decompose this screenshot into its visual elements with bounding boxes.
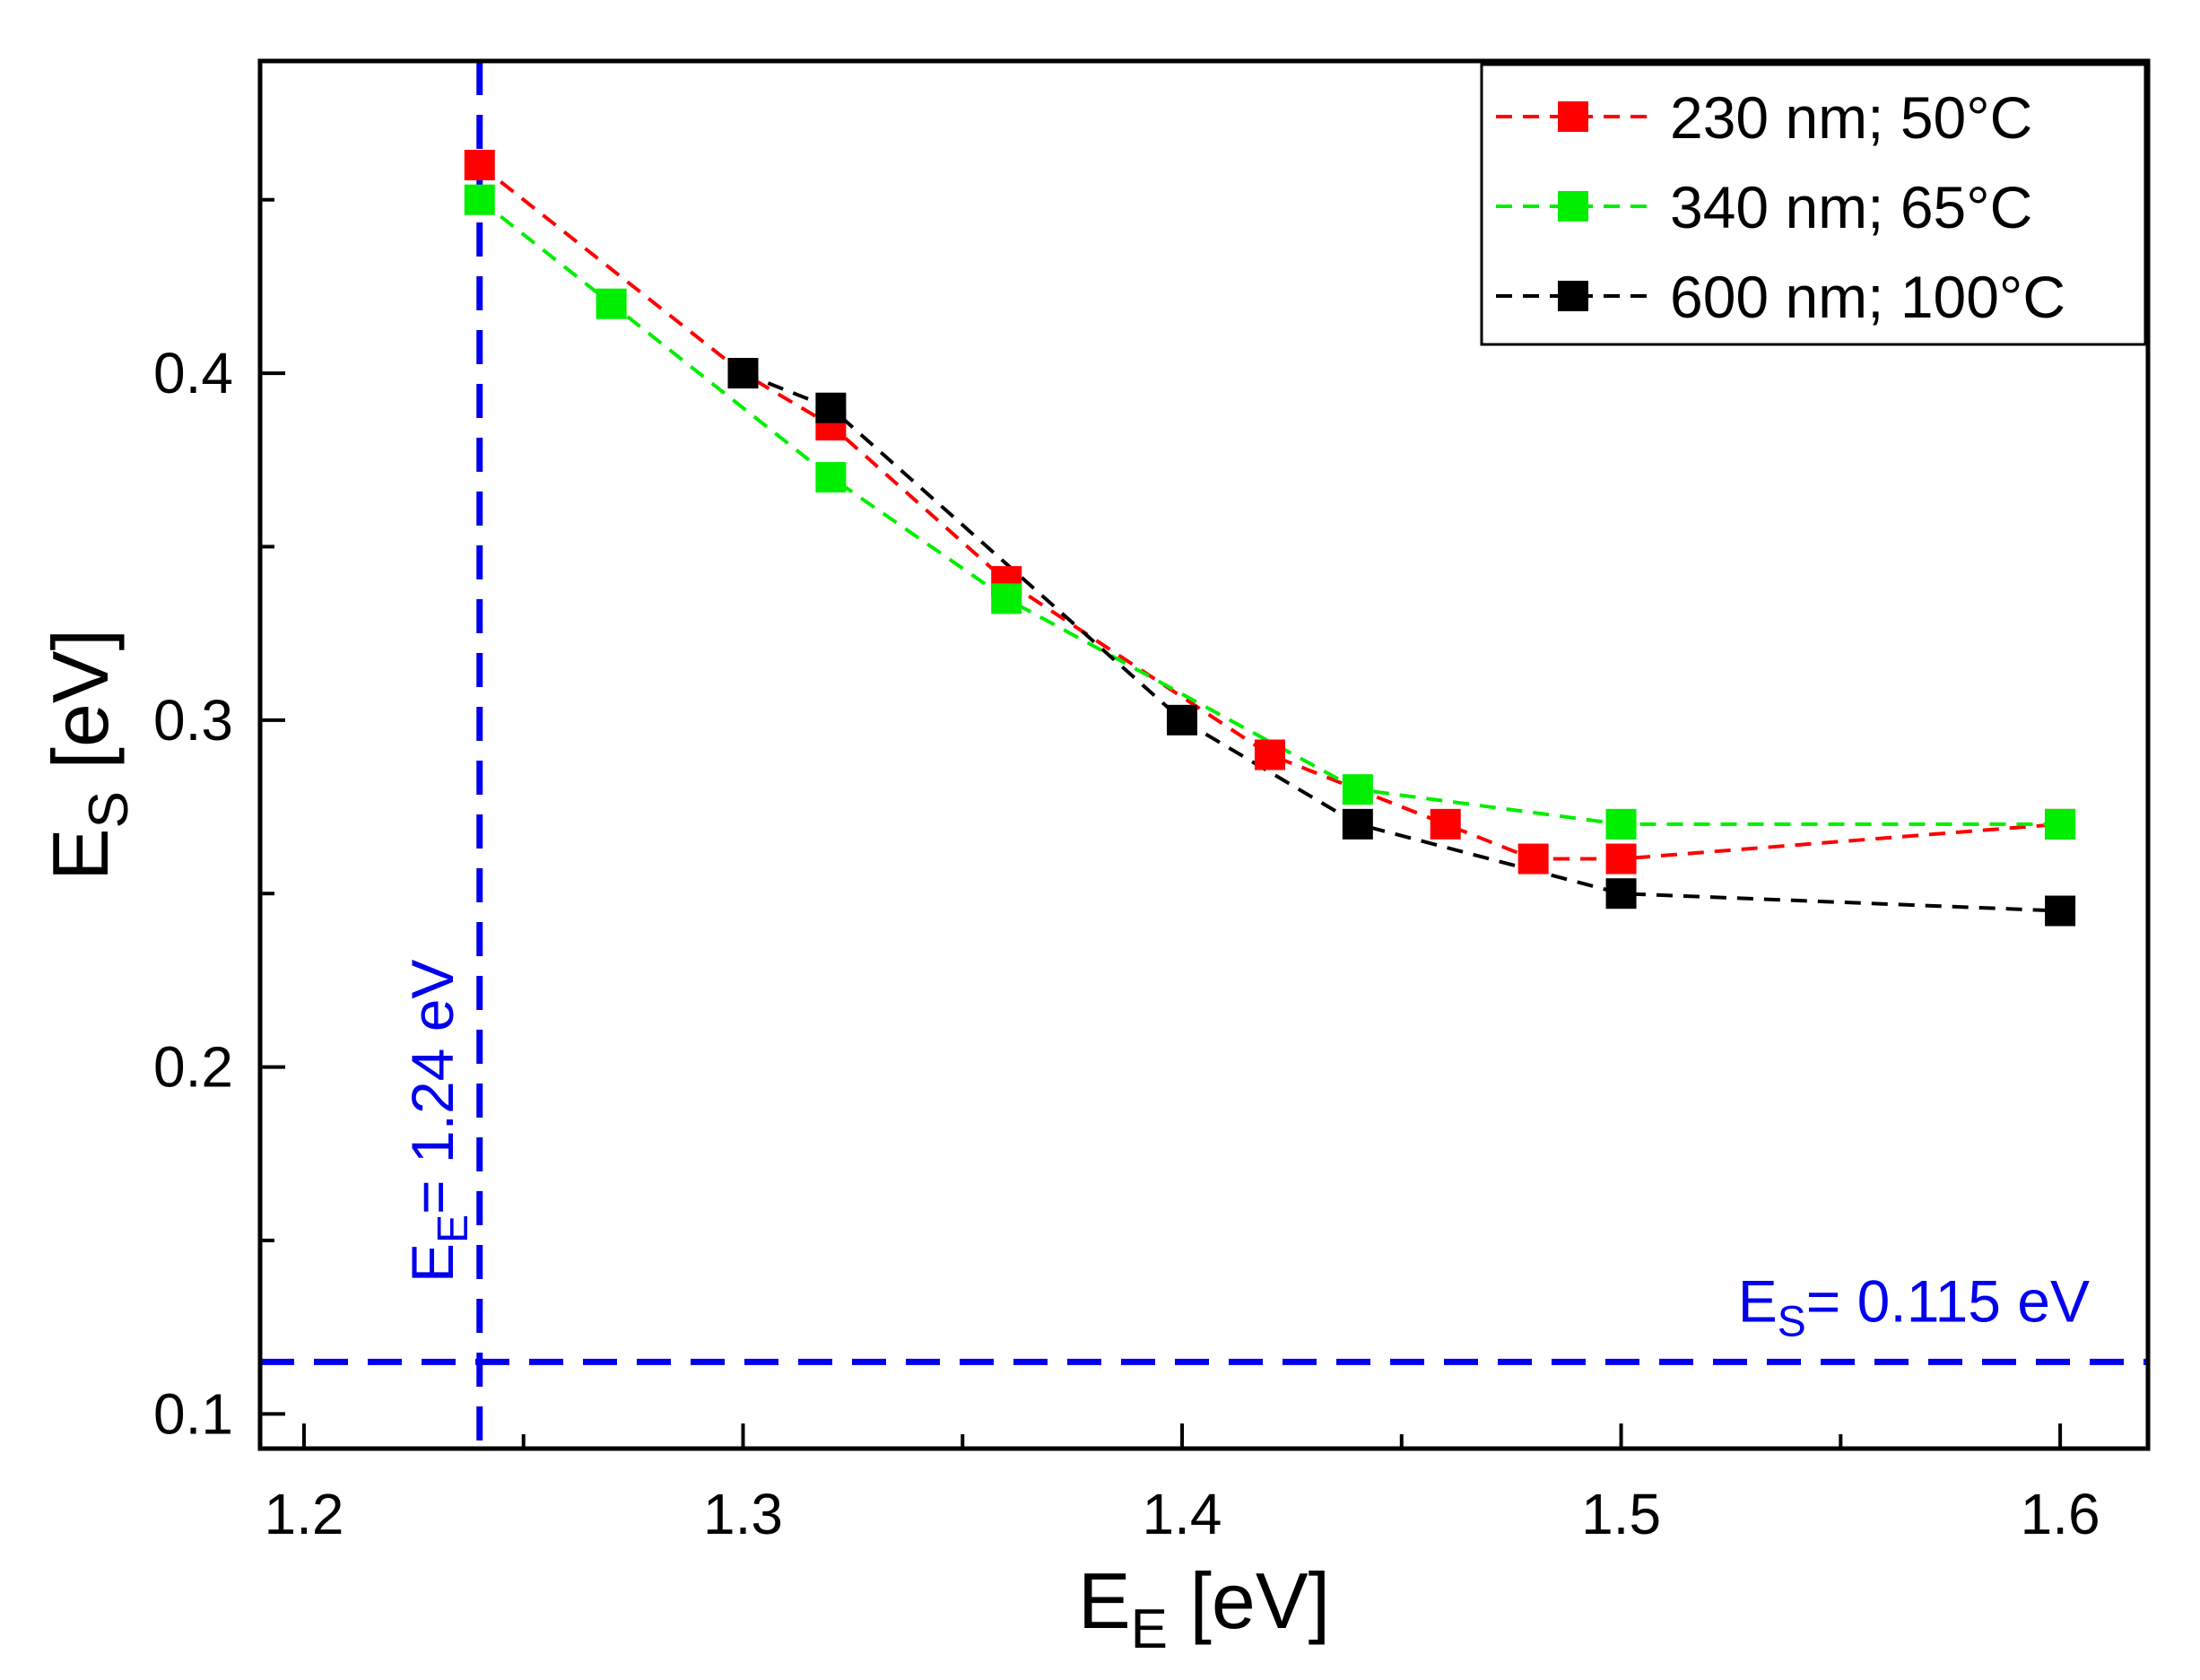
legend-marker-2 xyxy=(1558,281,1588,311)
y-tick-label: 0.4 xyxy=(153,341,233,405)
series-line-2 xyxy=(742,371,2061,913)
series-0-point-7 xyxy=(1605,843,1637,875)
y-tick-label: 0.1 xyxy=(153,1381,233,1446)
series-2-point-3 xyxy=(1342,808,1373,840)
reference-label-vertical: EE= 1.24 eV xyxy=(399,960,477,1283)
legend-label-1: 340 nm; 65°C xyxy=(1670,174,2032,240)
x-tick-label: 1.5 xyxy=(1581,1482,1661,1546)
series-0-point-5 xyxy=(1430,808,1461,840)
series-1-point-5 xyxy=(1605,808,1637,840)
y-tick-label: 0.2 xyxy=(153,1035,233,1100)
legend-marker-0 xyxy=(1558,101,1588,132)
x-tick-label: 1.4 xyxy=(1143,1482,1222,1546)
y-tick-label: 0.3 xyxy=(153,688,233,753)
series-2-point-0 xyxy=(727,358,759,389)
series-1-point-6 xyxy=(2045,808,2076,840)
series-line-0 xyxy=(478,163,2061,861)
reference-label-horizontal: ES= 0.115 eV xyxy=(1738,1267,2090,1345)
legend-label-2: 600 nm; 100°C xyxy=(1670,264,2065,330)
y-axis-title: ES [eV] xyxy=(36,629,140,881)
legend-marker-1 xyxy=(1558,191,1588,222)
series-2-point-1 xyxy=(815,392,847,423)
series-0-point-0 xyxy=(464,150,495,181)
x-tick-label: 1.3 xyxy=(703,1482,783,1546)
legend-label-0: 230 nm; 50°C xyxy=(1670,84,2032,151)
y-axis-title-group: ES [eV] xyxy=(36,629,140,881)
series-1-point-4 xyxy=(1342,774,1373,805)
series-2-point-2 xyxy=(1167,704,1198,736)
series-1-point-1 xyxy=(596,288,627,319)
series-0-point-4 xyxy=(1254,739,1285,770)
series-2-point-5 xyxy=(2045,895,2076,927)
series-0-point-6 xyxy=(1517,843,1549,875)
reference-label-vertical-group: EE= 1.24 eV xyxy=(399,960,477,1283)
series-1-point-3 xyxy=(991,583,1022,614)
series-1-point-2 xyxy=(815,462,847,493)
series-2-point-4 xyxy=(1605,878,1637,910)
x-tick-label: 1.2 xyxy=(264,1482,343,1546)
series-1-point-0 xyxy=(464,184,495,215)
plot-frame xyxy=(257,58,2151,1451)
x-axis-title: EE [eV] xyxy=(1078,1556,1330,1660)
x-tick-label: 1.6 xyxy=(2021,1482,2100,1546)
